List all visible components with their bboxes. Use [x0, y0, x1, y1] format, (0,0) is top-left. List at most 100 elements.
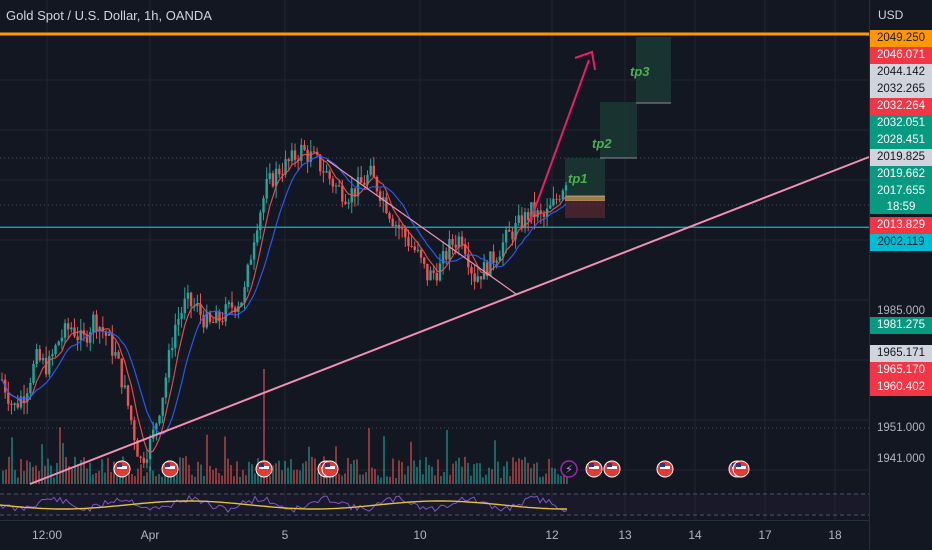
volume-bar	[557, 474, 559, 484]
slow-moving-average	[1, 155, 567, 435]
volume-bar	[41, 444, 43, 484]
candle-body	[385, 197, 388, 214]
volume-bar	[551, 467, 553, 484]
volume-bar	[149, 466, 151, 484]
volume-bar	[275, 463, 277, 484]
target-box	[636, 37, 671, 103]
symbol-title[interactable]: Gold Spot / U.S. Dollar, 1h, OANDA	[6, 8, 212, 23]
candle-body	[347, 202, 350, 204]
candle-body	[495, 260, 498, 263]
volume-bar	[458, 457, 460, 484]
volume-bar	[188, 464, 190, 484]
price-axis-label: 1981.275	[870, 317, 932, 334]
candle-body	[325, 171, 328, 173]
candle-body	[394, 224, 398, 227]
horizontal-levels	[0, 32, 869, 228]
volume-bar	[269, 476, 271, 484]
candle-body	[218, 311, 221, 322]
candle-body	[378, 191, 382, 201]
candle-body	[328, 171, 331, 179]
candle-body	[341, 185, 344, 202]
volume-bar	[209, 465, 211, 484]
candle-body	[416, 249, 420, 251]
volume-bar	[422, 474, 424, 484]
candle-body	[230, 302, 234, 308]
candle-body	[278, 168, 281, 175]
target-label: tp2	[592, 136, 612, 151]
price-axis-label: 1985.000	[877, 305, 925, 317]
candle-body	[233, 307, 237, 313]
volume-bar	[356, 459, 358, 484]
candle-body	[331, 178, 335, 187]
volume-bar	[389, 476, 391, 484]
volume-bar	[485, 474, 487, 484]
candle-body	[215, 311, 218, 323]
target-box	[565, 158, 605, 196]
candle-body	[520, 215, 524, 229]
event-markers[interactable]: ⚡	[113, 460, 750, 478]
us-flag-stripe	[325, 466, 335, 469]
volume-bar	[182, 457, 184, 484]
us-flag-stripe	[259, 466, 269, 469]
volume-bar	[347, 457, 349, 484]
candle-body	[136, 440, 139, 457]
volume-bar	[491, 469, 493, 484]
volume-bar	[218, 473, 220, 484]
candle-body	[111, 333, 114, 356]
target-boxes: tp1 tp2 tp3	[565, 37, 671, 218]
candle-body	[284, 159, 287, 175]
projection-arrow[interactable]	[529, 50, 596, 223]
candle-body	[448, 238, 451, 260]
time-tick-label: 12	[545, 528, 559, 542]
candle-body	[312, 151, 316, 153]
candle-body	[126, 385, 130, 406]
volume-bar	[473, 464, 475, 484]
volume-bar	[479, 463, 481, 484]
volume-bar	[524, 457, 526, 484]
candle-body	[13, 403, 16, 405]
volume-bar	[83, 457, 85, 484]
time-tick-label: 12:00	[31, 528, 63, 542]
us-flag-canton	[165, 463, 170, 467]
candle-body	[388, 213, 391, 219]
price-axis-label: 1965.171	[870, 345, 932, 362]
volume-bar	[110, 471, 112, 484]
price-axis-label: 2028.451	[870, 132, 932, 149]
candle-body	[92, 314, 95, 333]
volume-bar	[512, 457, 514, 484]
volume-bar	[515, 461, 517, 484]
volume-bar	[392, 458, 394, 484]
candle-body	[306, 149, 309, 162]
candle-body	[309, 151, 312, 162]
candle-body	[133, 420, 136, 441]
candle-body	[526, 212, 530, 220]
us-flag-stripe	[660, 466, 670, 469]
volume-bar	[305, 461, 307, 484]
volume-bar	[560, 475, 562, 484]
volume-bar	[224, 436, 226, 484]
volume-bar	[284, 460, 286, 484]
candlesticks	[0, 138, 568, 471]
time-tick-label: 10	[413, 528, 427, 542]
volume-bar	[518, 458, 520, 484]
volume-bar	[200, 464, 202, 484]
trendlines[interactable]	[29, 156, 870, 485]
candle-body	[545, 208, 549, 217]
volume-bar	[281, 470, 283, 484]
candle-body	[227, 302, 231, 305]
candle-body	[445, 251, 448, 260]
candle-body	[117, 352, 120, 359]
candle-body	[404, 228, 407, 238]
candle-body	[16, 403, 19, 408]
candle-body	[486, 262, 489, 277]
candle-body	[104, 331, 108, 336]
candle-body	[426, 263, 429, 281]
volume-bar	[566, 473, 568, 484]
candle-body	[441, 251, 445, 264]
oscillator-band-fill	[0, 494, 869, 515]
candle-body	[407, 237, 410, 247]
volume-bar	[413, 460, 415, 484]
us-flag-canton	[607, 463, 612, 467]
volume-bar	[311, 456, 313, 484]
